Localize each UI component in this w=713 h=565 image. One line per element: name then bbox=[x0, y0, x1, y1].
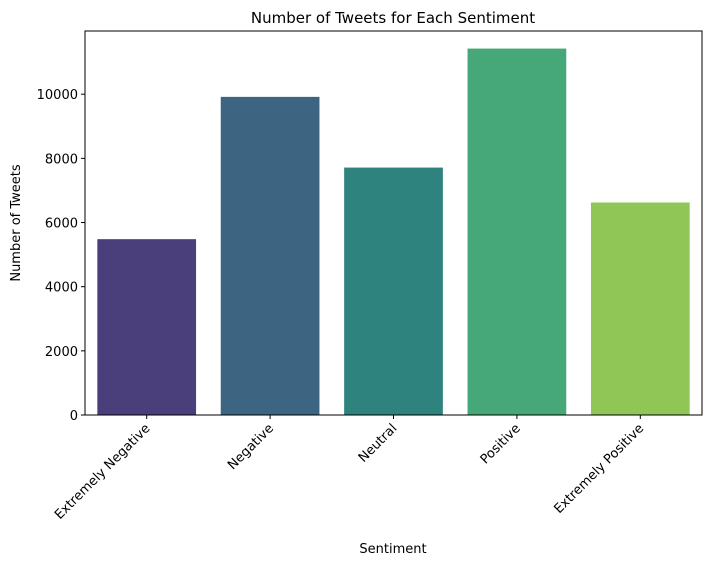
bar-extremely-positive bbox=[590, 202, 690, 415]
bar-positive bbox=[467, 48, 567, 415]
x-tick-label: Negative bbox=[225, 421, 277, 473]
x-tick-label: Neutral bbox=[356, 421, 401, 466]
y-tick-label: 6000 bbox=[45, 217, 78, 232]
y-tick-label: 8000 bbox=[45, 152, 78, 167]
plot-frame bbox=[84, 30, 703, 416]
x-tick-label: Extremely Positive bbox=[551, 421, 647, 517]
bars-layer bbox=[97, 48, 690, 415]
y-tick-label: 0 bbox=[70, 409, 78, 424]
x-tick-label: Positive bbox=[478, 421, 524, 467]
y-axis: 0 2000 4000 6000 8000 10000 bbox=[37, 88, 85, 424]
y-tick-label: 2000 bbox=[45, 345, 78, 360]
bar-neutral bbox=[344, 167, 443, 415]
y-axis-label: Number of Tweets bbox=[9, 164, 24, 282]
x-axis: Extremely Negative Negative Neutral Positiv… bbox=[52, 415, 647, 523]
y-tick-label: 10000 bbox=[37, 88, 78, 103]
y-tick-label: 4000 bbox=[45, 281, 78, 296]
x-tick-label: Extremely Negative bbox=[52, 421, 153, 522]
bar-negative bbox=[220, 96, 320, 415]
x-axis-label: Sentiment bbox=[359, 542, 426, 557]
chart-title: Number of Tweets for Each Sentiment bbox=[251, 9, 535, 27]
bar-extremely-negative bbox=[97, 239, 197, 415]
